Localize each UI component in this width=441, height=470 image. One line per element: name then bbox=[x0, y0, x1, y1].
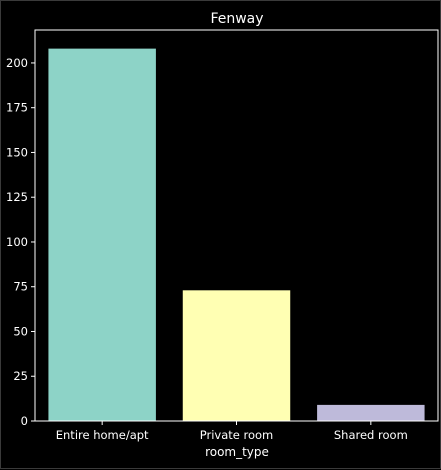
bar-entire-home-apt bbox=[48, 48, 156, 421]
bar-shared-room bbox=[317, 404, 425, 421]
y-tick-label: 200 bbox=[6, 56, 28, 70]
x-axis: Entire home/apt Private room Shared room bbox=[56, 421, 408, 442]
y-tick-label: 0 bbox=[21, 414, 28, 428]
x-tick-label: Private room bbox=[200, 428, 274, 442]
y-tick-label: 125 bbox=[6, 190, 28, 204]
y-tick-label: 175 bbox=[6, 101, 28, 115]
y-tick-label: 75 bbox=[13, 280, 28, 294]
x-tick-label: Entire home/apt bbox=[56, 428, 149, 442]
y-tick-label: 150 bbox=[6, 145, 28, 159]
chart-title: Fenway bbox=[210, 11, 263, 27]
y-axis: 0 25 50 75 100 125 150 175 200 bbox=[6, 56, 35, 428]
y-tick-label: 50 bbox=[13, 324, 28, 338]
bar-private-room bbox=[182, 290, 291, 421]
bars-group bbox=[48, 48, 425, 421]
plot-border bbox=[34, 29, 439, 422]
x-tick-label: Shared room bbox=[334, 428, 408, 442]
y-tick-label: 25 bbox=[13, 369, 28, 383]
x-axis-label: room_type bbox=[205, 445, 269, 459]
y-tick-label: 100 bbox=[6, 235, 28, 249]
